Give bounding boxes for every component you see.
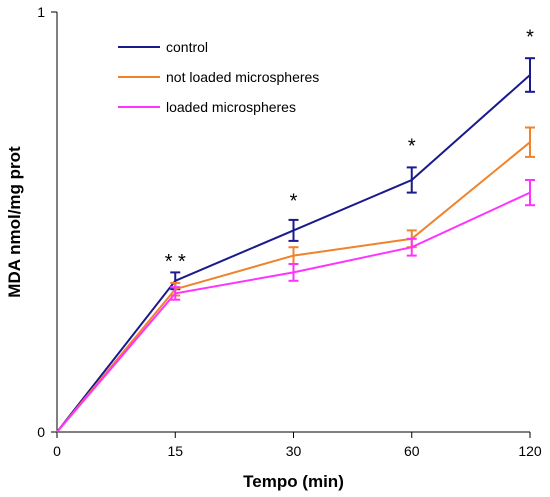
significance-marker: * * bbox=[165, 251, 186, 273]
error-bar bbox=[406, 237, 417, 257]
series-layer bbox=[56, 57, 535, 433]
axes: 0 1 0 15 30 60 120 bbox=[37, 4, 542, 459]
legend-item: not loaded microspheres bbox=[118, 69, 319, 85]
significance-marker: * bbox=[290, 190, 298, 212]
y-tick-label: 1 bbox=[37, 4, 45, 20]
error-bar bbox=[288, 263, 299, 282]
legend-label: control bbox=[166, 39, 208, 55]
error-bar bbox=[525, 57, 535, 93]
error-bar bbox=[525, 179, 535, 207]
x-tick-label: 60 bbox=[404, 443, 420, 459]
series-not-loaded-microspheres bbox=[56, 126, 535, 433]
x-tick-label: 30 bbox=[286, 443, 302, 459]
legend-label: not loaded microspheres bbox=[166, 69, 319, 85]
legend: control not loaded microspheres loaded mic… bbox=[118, 39, 319, 115]
legend-item: loaded microspheres bbox=[118, 99, 296, 115]
x-tick-label: 120 bbox=[518, 443, 542, 459]
error-bar bbox=[406, 166, 417, 194]
y-axis-title: MDA nmol/mg prot bbox=[5, 146, 24, 298]
y-tick-label: 0 bbox=[37, 424, 45, 440]
legend-label: loaded microspheres bbox=[166, 99, 296, 115]
series-loaded-microspheres bbox=[56, 179, 535, 433]
error-bar bbox=[170, 286, 181, 301]
legend-item: control bbox=[118, 39, 208, 55]
series-line bbox=[56, 141, 531, 433]
error-bar bbox=[288, 218, 299, 242]
significance-marker: * bbox=[408, 136, 416, 158]
x-axis-title: Tempo (min) bbox=[243, 472, 344, 491]
significance-marker: * bbox=[526, 27, 534, 49]
error-bar bbox=[525, 126, 535, 158]
series-control bbox=[56, 57, 535, 433]
x-tick-label: 15 bbox=[167, 443, 183, 459]
annotation-layer: * * * * * bbox=[165, 27, 534, 274]
x-tick-label: 0 bbox=[53, 443, 61, 459]
